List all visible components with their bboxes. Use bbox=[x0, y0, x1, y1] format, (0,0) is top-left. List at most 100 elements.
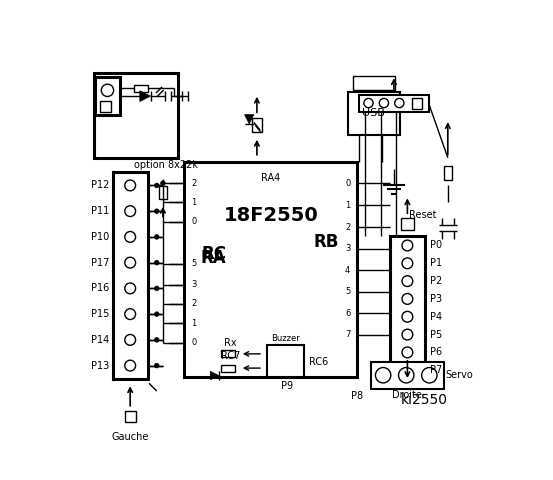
Text: 2: 2 bbox=[191, 300, 196, 309]
Text: P3: P3 bbox=[430, 294, 442, 304]
Bar bbox=[221, 365, 235, 372]
Bar bbox=[159, 186, 167, 199]
Circle shape bbox=[154, 337, 159, 342]
Circle shape bbox=[125, 360, 135, 371]
Text: 0: 0 bbox=[345, 179, 351, 188]
Text: P16: P16 bbox=[91, 283, 109, 293]
Text: Rx: Rx bbox=[225, 337, 237, 348]
Text: 3: 3 bbox=[345, 244, 351, 253]
Text: 7: 7 bbox=[345, 330, 351, 339]
Bar bbox=[134, 84, 148, 92]
Text: RB: RB bbox=[314, 233, 339, 252]
Bar bbox=[125, 411, 135, 422]
Circle shape bbox=[402, 329, 413, 340]
Text: P6: P6 bbox=[430, 348, 442, 358]
Text: 1: 1 bbox=[191, 319, 196, 328]
Text: P12: P12 bbox=[91, 180, 109, 191]
Polygon shape bbox=[140, 91, 150, 101]
Text: 3: 3 bbox=[191, 280, 196, 289]
Text: Buzzer: Buzzer bbox=[271, 334, 300, 343]
Text: 4: 4 bbox=[345, 265, 351, 275]
Circle shape bbox=[375, 368, 391, 383]
Text: 5: 5 bbox=[191, 260, 196, 268]
Circle shape bbox=[125, 231, 135, 242]
Circle shape bbox=[154, 312, 159, 316]
Circle shape bbox=[402, 312, 413, 322]
Polygon shape bbox=[210, 372, 219, 380]
Circle shape bbox=[402, 347, 413, 358]
Circle shape bbox=[154, 260, 159, 265]
Text: P0: P0 bbox=[430, 240, 442, 251]
Bar bbox=[444, 166, 452, 180]
Bar bbox=[353, 76, 395, 90]
Bar bbox=[95, 77, 120, 115]
Text: option 8x22k: option 8x22k bbox=[134, 160, 198, 170]
Circle shape bbox=[395, 98, 404, 108]
Bar bbox=[93, 73, 178, 158]
Polygon shape bbox=[244, 115, 254, 124]
Text: 1: 1 bbox=[345, 201, 351, 210]
Text: P9: P9 bbox=[281, 382, 293, 391]
Text: P7: P7 bbox=[430, 365, 442, 375]
Bar bbox=[252, 119, 262, 132]
Text: 2: 2 bbox=[191, 179, 196, 188]
Text: P2: P2 bbox=[430, 276, 442, 286]
Circle shape bbox=[364, 98, 373, 108]
Text: RC7: RC7 bbox=[221, 350, 241, 360]
Text: 0: 0 bbox=[191, 338, 196, 347]
Text: 1: 1 bbox=[191, 198, 196, 207]
Circle shape bbox=[101, 84, 113, 96]
Circle shape bbox=[125, 206, 135, 216]
Text: RA: RA bbox=[201, 249, 227, 267]
Bar bbox=[113, 171, 148, 380]
Circle shape bbox=[154, 209, 159, 214]
Circle shape bbox=[160, 181, 165, 185]
Circle shape bbox=[125, 335, 135, 345]
Bar bbox=[371, 362, 444, 389]
Circle shape bbox=[402, 240, 413, 251]
Circle shape bbox=[399, 368, 414, 383]
Circle shape bbox=[421, 368, 437, 383]
Text: Droite: Droite bbox=[393, 390, 422, 400]
Bar bbox=[390, 236, 425, 380]
Text: P4: P4 bbox=[430, 312, 442, 322]
Bar bbox=[267, 345, 304, 377]
Circle shape bbox=[125, 257, 135, 268]
Text: P1: P1 bbox=[430, 258, 442, 268]
Text: RC: RC bbox=[201, 245, 226, 263]
Text: P5: P5 bbox=[430, 330, 442, 339]
Text: RA4: RA4 bbox=[261, 173, 280, 183]
Bar bbox=[348, 92, 400, 134]
Text: ki2550: ki2550 bbox=[401, 393, 448, 407]
Text: Servo: Servo bbox=[446, 370, 473, 380]
Text: 5: 5 bbox=[345, 287, 351, 296]
Circle shape bbox=[125, 180, 135, 191]
Text: P13: P13 bbox=[91, 360, 109, 371]
Circle shape bbox=[379, 98, 389, 108]
Circle shape bbox=[125, 309, 135, 320]
Circle shape bbox=[125, 283, 135, 294]
Circle shape bbox=[402, 365, 413, 376]
Bar bbox=[221, 350, 235, 357]
Circle shape bbox=[402, 294, 413, 304]
Text: P15: P15 bbox=[91, 309, 109, 319]
Text: P10: P10 bbox=[91, 232, 109, 242]
Text: 2: 2 bbox=[345, 223, 351, 231]
Text: P17: P17 bbox=[91, 258, 109, 268]
Circle shape bbox=[154, 183, 159, 188]
Text: Reset: Reset bbox=[409, 210, 436, 220]
Text: Gauche: Gauche bbox=[112, 432, 149, 442]
Bar bbox=[411, 98, 422, 109]
Text: 18F2550: 18F2550 bbox=[223, 206, 318, 225]
Text: P14: P14 bbox=[91, 335, 109, 345]
Circle shape bbox=[402, 276, 413, 287]
Circle shape bbox=[154, 286, 159, 291]
Text: 6: 6 bbox=[345, 309, 351, 318]
Bar bbox=[100, 101, 111, 111]
Bar bbox=[359, 95, 429, 111]
Text: P8: P8 bbox=[351, 391, 363, 401]
Circle shape bbox=[154, 363, 159, 368]
Bar bbox=[185, 162, 357, 377]
Text: USB: USB bbox=[362, 108, 385, 119]
Text: 0: 0 bbox=[191, 217, 196, 226]
